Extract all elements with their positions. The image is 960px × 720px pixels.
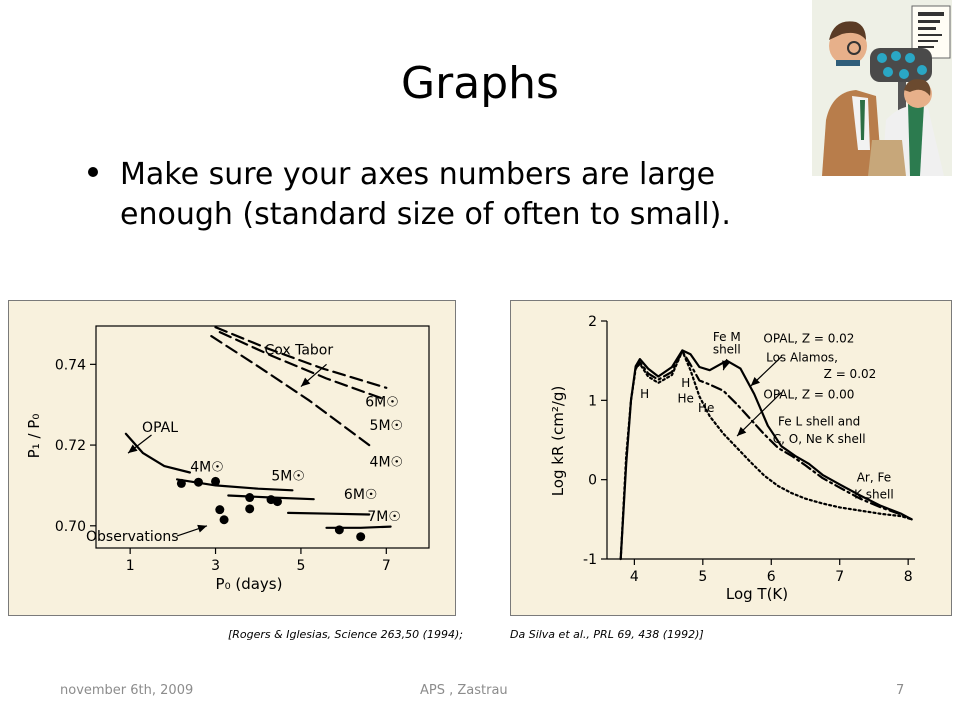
annotation-label-5m: 5M☉ bbox=[370, 418, 404, 434]
left-x-tick-label: 7 bbox=[382, 558, 391, 574]
series-line-6m bbox=[287, 511, 371, 516]
footer-page-number: 7 bbox=[896, 683, 905, 698]
right-chart-series bbox=[619, 349, 913, 561]
observation-point bbox=[215, 505, 225, 515]
right-chart-arrows bbox=[722, 356, 782, 437]
series-line-cox-tabor-5m bbox=[218, 331, 388, 401]
right-x-axis-label: Log T(K) bbox=[726, 585, 788, 603]
annotation-arrow bbox=[736, 391, 782, 437]
annotation-label-4m: 4M☉ bbox=[370, 454, 404, 470]
series-line-cox-tabor-4m bbox=[210, 335, 371, 447]
footer-date: november 6th, 2009 bbox=[60, 683, 194, 698]
annotation-label-he: He bbox=[678, 392, 694, 406]
bullet-dot-icon bbox=[88, 167, 98, 177]
annotation-arrow bbox=[127, 434, 152, 454]
left-y-tick-label: 0.70 bbox=[55, 519, 86, 535]
annotation-label-c-o-ne-k-shell: C, O, Ne K shell bbox=[773, 432, 866, 446]
left-x-tick-label: 3 bbox=[211, 558, 220, 574]
footer-author: APS , Zastrau bbox=[420, 683, 508, 698]
annotation-label-fe-l-shell-and: Fe L shell and bbox=[778, 415, 860, 429]
left-chart-annotations: Cox Tabor 6M☉ 5M☉ 4M☉ OPAL 4M☉ 5M☉ 6M☉ 7M☉ Observ… bbox=[86, 342, 403, 545]
right-x-tick-label: 4 bbox=[630, 569, 639, 585]
bullet-text: Make sure your axes numbers are large en… bbox=[120, 157, 731, 232]
series-line-opal bbox=[124, 432, 191, 474]
pulsation-period-chart: 1 3 5 7 0.70 0.72 0.74 Cox Tabor 6M☉ 5M☉ 4M☉ OPAL 4… bbox=[25, 325, 430, 593]
citation-right: Da Silva et al., PRL 69, 438 (1992)] bbox=[510, 628, 704, 641]
annotation-label-opal: OPAL bbox=[142, 420, 178, 436]
annotation-label-4m: 4M☉ bbox=[190, 460, 224, 476]
annotation-label-z-0-02: Z = 0.02 bbox=[824, 367, 877, 381]
annotation-label-cox-tabor: Cox Tabor bbox=[264, 342, 333, 358]
left-x-tick-label: 1 bbox=[126, 558, 135, 574]
annotation-arrow bbox=[300, 363, 327, 387]
right-x-tick-label: 5 bbox=[698, 569, 707, 585]
left-chart-ticks: 1 3 5 7 0.70 0.72 0.74 bbox=[55, 357, 391, 574]
citation-left: [Rogers & Iglesias, Science 263,50 (1994… bbox=[228, 628, 463, 641]
annotation-label-opal-z-0-00: OPAL, Z = 0.00 bbox=[763, 388, 854, 402]
observation-point bbox=[356, 532, 366, 542]
right-chart-axes bbox=[606, 321, 915, 560]
annotation-label-5m: 5M☉ bbox=[271, 469, 305, 485]
right-y-tick-label: 1 bbox=[588, 393, 597, 409]
right-x-tick-label: 6 bbox=[767, 569, 776, 585]
left-x-axis-label: P₀ (days) bbox=[216, 575, 283, 593]
annotation-arrow bbox=[750, 356, 782, 387]
series-line-opal-z-0-00 bbox=[619, 350, 913, 561]
observation-point bbox=[245, 493, 255, 503]
observation-point bbox=[272, 497, 282, 507]
left-x-tick-label: 5 bbox=[296, 558, 305, 574]
right-chart-ticks: 4 5 6 7 8 -1 0 1 2 bbox=[583, 314, 913, 585]
observation-point bbox=[193, 477, 203, 487]
observation-point bbox=[219, 515, 229, 525]
annotation-label-6m: 6M☉ bbox=[344, 487, 378, 503]
eye-exam-clipart-icon bbox=[812, 0, 952, 176]
annotation-label-opal-z-0-02: OPAL, Z = 0.02 bbox=[763, 331, 854, 345]
right-y-tick-label: 2 bbox=[588, 314, 597, 330]
right-y-tick-label: 0 bbox=[588, 473, 597, 489]
observation-point bbox=[176, 478, 186, 488]
left-plot-frame bbox=[95, 325, 430, 549]
left-y-tick-label: 0.74 bbox=[55, 357, 86, 373]
left-chart-axes bbox=[95, 325, 430, 549]
annotation-label-h: H bbox=[681, 376, 690, 390]
left-y-axis-label: P₁ / P₀ bbox=[25, 414, 43, 459]
annotation-arrow bbox=[722, 358, 730, 371]
left-chart-arrows bbox=[127, 363, 327, 537]
annotation-label-shell: shell bbox=[713, 343, 741, 357]
annotation-label-fe-m: Fe M bbox=[713, 330, 741, 344]
observation-point bbox=[245, 504, 255, 514]
annotation-label-los-alamos: Los Alamos, bbox=[766, 350, 838, 364]
annotation-label-h: H bbox=[640, 387, 649, 401]
annotation-label-ar-fe: Ar, Fe bbox=[857, 470, 891, 484]
slide-title: Graphs bbox=[401, 58, 559, 109]
observation-point bbox=[334, 525, 344, 535]
annotation-label-he: He bbox=[698, 401, 714, 415]
annotation-label-6m: 6M☉ bbox=[365, 395, 399, 411]
right-y-tick-label: -1 bbox=[583, 552, 597, 568]
annotation-label-7m: 7M☉ bbox=[367, 509, 401, 525]
pulsation-period-chart-panel: 1 3 5 7 0.70 0.72 0.74 Cox Tabor 6M☉ 5M☉ 4M☉ OPAL 4… bbox=[8, 300, 456, 616]
series-line-opal-z-0-02 bbox=[619, 349, 913, 561]
series-line-cox-tabor-6m bbox=[214, 326, 388, 389]
right-x-tick-label: 7 bbox=[835, 569, 844, 585]
left-y-tick-label: 0.72 bbox=[55, 438, 86, 454]
observation-point bbox=[211, 476, 221, 486]
annotation-arrow bbox=[176, 524, 208, 537]
left-chart-markers bbox=[176, 476, 366, 542]
annotation-label-observations: Observations bbox=[86, 529, 179, 545]
right-y-axis-label: Log kR (cm²/g) bbox=[549, 386, 567, 497]
annotation-label-k-shell: K shell bbox=[854, 488, 894, 502]
right-x-tick-label: 8 bbox=[904, 569, 913, 585]
series-line-los-alamos-z-0-02 bbox=[634, 350, 913, 521]
